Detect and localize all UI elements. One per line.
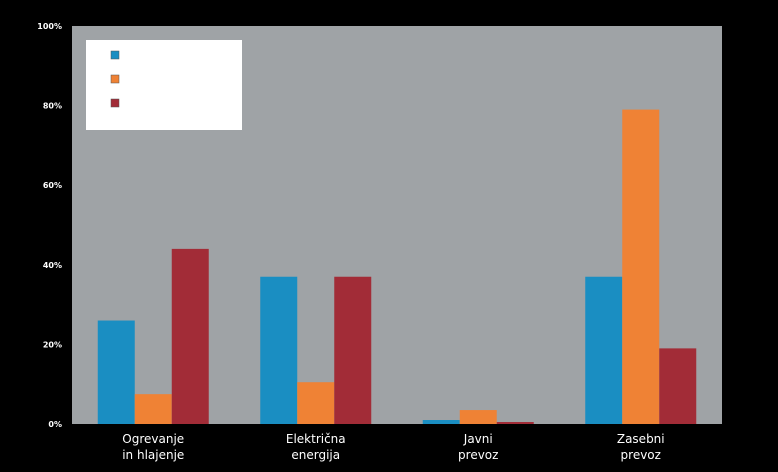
bar-2-2: [297, 382, 335, 424]
x-tick-label: Javni prevoz: [458, 432, 498, 462]
bar-3-2: [334, 276, 372, 424]
bar-1-1: [97, 320, 135, 424]
x-tick-label: Ogrevanje in hlajenje: [122, 432, 184, 462]
bar-2-4: [622, 109, 660, 424]
y-tick-label: 60%: [43, 181, 62, 190]
bars: [97, 109, 697, 424]
bar-1-3: [422, 420, 460, 424]
bar-2-3: [459, 410, 497, 424]
legend-label: Slovenija: [121, 52, 162, 61]
bar-3-1: [171, 248, 209, 424]
legend-label: Poljenec: [121, 76, 159, 85]
bar-3-3: [496, 422, 534, 424]
y-tick-label: 20%: [43, 340, 62, 349]
legend: Slovenija Poljenec Slovenska Bistrica: [86, 40, 242, 130]
y-axis: 0% 20% 40% 60% 80% 100%: [37, 22, 62, 429]
y-tick-label: 100%: [37, 22, 62, 31]
x-tick-label: Zasebni prevoz: [617, 432, 665, 462]
bar-2-1: [134, 394, 172, 424]
legend-box: [86, 40, 242, 130]
x-axis: Ogrevanje in hlajenje Električna energija Ja…: [122, 432, 664, 462]
y-tick-label: 40%: [43, 261, 62, 270]
bar-3-4: [659, 348, 697, 424]
legend-label: Slovenska Bistrica: [121, 100, 204, 109]
y-tick-label: 80%: [43, 102, 62, 111]
legend-swatch: [110, 98, 120, 108]
legend-swatch: [110, 50, 120, 60]
y-tick-label: 0%: [48, 420, 62, 429]
legend-swatch: [110, 74, 120, 84]
x-tick-label: Električna energija: [286, 432, 346, 462]
bar-1-2: [260, 276, 298, 424]
bar-1-4: [585, 276, 623, 424]
